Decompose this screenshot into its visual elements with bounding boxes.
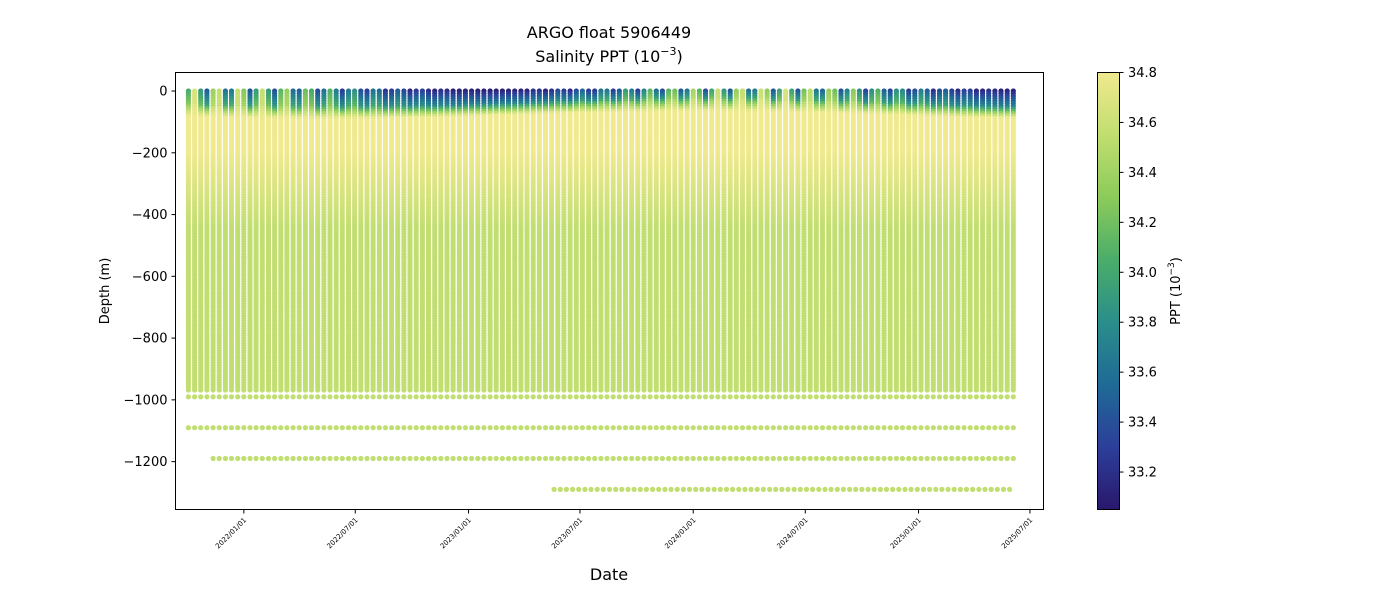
profile (401, 88, 407, 393)
profile (265, 88, 272, 393)
profile (204, 88, 210, 393)
profile-point (302, 387, 308, 393)
profile-point (370, 387, 376, 393)
profile-point (339, 387, 345, 393)
profile (296, 88, 302, 393)
profile (321, 88, 327, 393)
profile (432, 88, 438, 393)
profile (389, 88, 395, 393)
profile (228, 88, 235, 393)
profile-point (419, 387, 425, 393)
profile-point (216, 387, 222, 393)
profile-point (376, 387, 382, 393)
plot-marks (185, 88, 1016, 492)
profile (308, 88, 315, 393)
profile-point (407, 387, 413, 393)
profile-point (235, 387, 241, 393)
profile-point (247, 387, 253, 393)
profile-point (198, 387, 204, 393)
profile-point (192, 387, 198, 393)
profile (370, 88, 376, 393)
profile-point (253, 387, 259, 393)
profile (407, 88, 413, 393)
profile-point (296, 387, 302, 393)
profile (425, 88, 432, 393)
profile (315, 88, 321, 393)
profile (241, 88, 247, 393)
profile-point (395, 387, 401, 393)
profile (216, 88, 222, 393)
profile (210, 88, 216, 393)
profile (339, 88, 345, 393)
profile-point (425, 387, 432, 393)
profile (290, 88, 296, 393)
profile-point (210, 387, 216, 393)
profile-point (284, 387, 290, 393)
profile (345, 88, 352, 393)
chart-title-line2-suffix: ) (677, 47, 683, 66)
profile-point (315, 387, 321, 393)
profile-point (241, 387, 247, 393)
profile-point (345, 387, 352, 393)
profile (247, 88, 253, 393)
profile-point (389, 387, 395, 393)
profile-point (321, 387, 327, 393)
profile (395, 88, 401, 393)
profile (333, 88, 339, 393)
chart-title-line2-prefix: Salinity PPT (10 (535, 47, 660, 66)
profile (413, 88, 419, 393)
profile (235, 88, 241, 393)
profile (284, 88, 290, 393)
chart-title-line2-sup: −3 (660, 45, 676, 58)
profile-point (228, 387, 235, 393)
profile-point (413, 387, 419, 393)
profile-point (222, 387, 228, 393)
profile (327, 88, 333, 393)
profile (192, 88, 198, 393)
profile-point (401, 387, 407, 393)
profile-point (272, 387, 278, 393)
profile (253, 88, 259, 393)
profile (358, 88, 364, 393)
profile (302, 88, 308, 393)
profile-point (290, 387, 296, 393)
profile (352, 88, 358, 393)
profile-point (333, 387, 339, 393)
profile (185, 88, 191, 393)
profile (272, 88, 278, 393)
profile (259, 88, 265, 393)
profile-point (204, 387, 210, 393)
profile (198, 88, 204, 393)
profile (382, 88, 388, 393)
profile (419, 88, 425, 393)
profile-point (185, 387, 191, 393)
profile (222, 88, 228, 393)
profile-point (364, 387, 370, 393)
chart-title-line2: Salinity PPT (10−3) (535, 45, 683, 66)
profile-point (358, 387, 364, 393)
profile (278, 88, 284, 393)
profile-point (382, 387, 388, 393)
profile (364, 88, 370, 393)
profile-point (308, 387, 315, 393)
profile-point (265, 387, 272, 393)
profile-point (278, 387, 284, 393)
chart-title-line1: ARGO float 5906449 (527, 23, 691, 42)
profile-point (327, 387, 333, 393)
profile-point (259, 387, 265, 393)
profile-point (352, 387, 358, 393)
profile (376, 88, 382, 393)
